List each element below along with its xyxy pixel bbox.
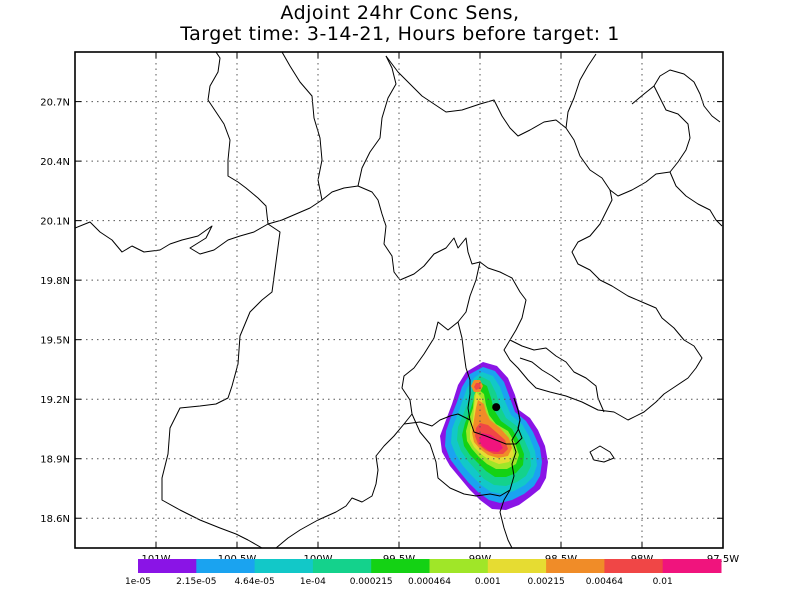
boundary-guerrero-inner: [411, 413, 511, 497]
y-tick-label: 19.2N: [40, 395, 70, 406]
colorbar-label: 4.64e-05: [234, 577, 274, 587]
boundary-morelos-guerrero: [403, 413, 471, 427]
boundary-top-hidalgo: [565, 53, 597, 129]
colorbar-label: 1e-04: [300, 577, 326, 587]
colorbar-label: 0.01: [653, 577, 673, 587]
colorbar-swatch: [138, 559, 197, 573]
y-tick-label: 20.4N: [40, 157, 70, 168]
boundary-guanajuato-west: [207, 52, 269, 225]
colorbar-swatch: [196, 559, 256, 573]
boundary-guanajuato-east: [357, 55, 397, 187]
chart-title-line-1: Adjoint 24hr Conc Sens,: [280, 2, 520, 24]
boundary-morelos-puebla: [499, 397, 521, 548]
y-tick-label: 18.6N: [40, 514, 70, 525]
colorbar-swatch: [604, 559, 664, 573]
colorbar-label: 1e-05: [125, 577, 151, 587]
state-boundaries: [75, 52, 723, 548]
colorbar-label: 0.000464: [408, 577, 451, 587]
x-axis: 101W100.5W100W99.5W99W98.5W98W97.5W: [142, 52, 739, 565]
boundary-guanajuato-south: [267, 185, 481, 281]
boundary-michoacan-jalisco: [161, 223, 281, 548]
boundary-queretaro: [385, 55, 671, 197]
boundary-lake-chapala-east: [631, 85, 655, 105]
colorbar-swatch: [662, 559, 722, 573]
y-axis: 18.6N 18.9N 19.2N 19.5N 19.8N 20.1N 20.4N 20.7N: [40, 98, 723, 525]
boundary-hidalgo: [479, 189, 703, 421]
chart-title-line-2: Target time: 3-14-21, Hours before targe…: [180, 23, 620, 45]
map-gridlines: [75, 52, 723, 548]
y-tick-label: 19.5N: [40, 336, 70, 347]
contour-level-10: [479, 433, 503, 452]
y-tick-label: 20.1N: [40, 217, 70, 228]
boundary-veracruz-east: [669, 171, 723, 227]
boundary-north-inner: [281, 52, 323, 201]
colorbar-swatch: [371, 559, 430, 573]
colorbar-label: 0.00464: [586, 577, 623, 587]
colorbar-swatch: [254, 559, 314, 573]
y-tick-label: 19.8N: [40, 276, 70, 287]
boundary-west-shoreline: [75, 221, 269, 255]
boundary-veracruz-north: [653, 69, 721, 173]
colorbar-swatch: [312, 559, 372, 573]
boundary-mexico-state: [275, 261, 481, 548]
colorbar: 1e-05 2.15e-05 4.64e-05 1e-04 0.000215 0.0004…: [125, 559, 722, 587]
colorbar-swatch: [546, 559, 605, 573]
colorbar-label: 0.00215: [527, 577, 564, 587]
x-tick-label: 97.5W: [707, 554, 739, 565]
boundary-tlaxcala-south: [519, 357, 561, 383]
colorbar-label: 0.001: [475, 577, 501, 587]
boundary-tlaxcala-puebla: [509, 339, 605, 413]
colorbar-label: 0.000215: [350, 577, 393, 587]
colorbar-swatch: [487, 559, 547, 573]
target-location-marker: [492, 403, 501, 412]
y-tick-label: 20.7N: [40, 98, 70, 109]
boundary-puebla-lake: [589, 445, 615, 463]
colorbar-swatch: [429, 559, 489, 573]
y-tick-label: 18.9N: [40, 455, 70, 466]
colorbar-label: 2.15e-05: [176, 577, 216, 587]
